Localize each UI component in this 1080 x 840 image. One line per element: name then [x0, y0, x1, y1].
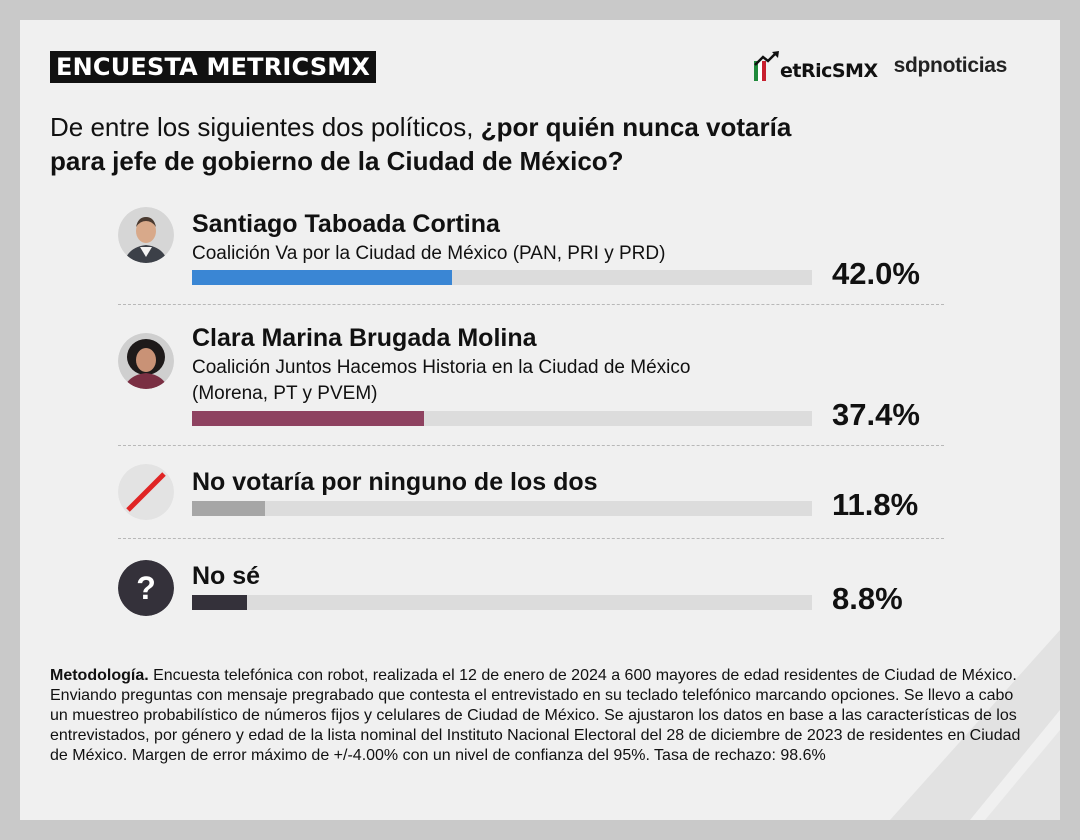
- survey-question: De entre los siguientes dos políticos, ¿…: [50, 110, 950, 178]
- bar: [192, 270, 452, 285]
- no-vote-icon: [118, 464, 174, 520]
- bar-value-label: 37.4%: [832, 397, 920, 432]
- bar: [192, 595, 247, 610]
- decorative-stripes: [890, 630, 1060, 820]
- bar-subtitle: Coalición Juntos Hacemos Historia en la …: [192, 357, 691, 378]
- metricsmx-logo-text: etRicSMX: [780, 60, 878, 82]
- bar-value-label: 42.0%: [832, 256, 920, 291]
- bar-label: Clara Marina Brugada Molina: [192, 324, 537, 352]
- infographic-card: ENCUESTA METRICSMX etRicSMX sdpnoticias …: [20, 20, 1060, 820]
- bar-value-label: 8.8%: [832, 581, 903, 616]
- logos: etRicSMX sdpnoticias: [754, 46, 1007, 86]
- bar: [192, 411, 424, 426]
- bar-subtitle: Coalición Va por la Ciudad de México (PA…: [192, 243, 666, 264]
- metricsmx-logo: etRicSMX: [754, 51, 878, 81]
- bar-track: [192, 411, 812, 426]
- bar-subtitle: (Morena, PT y PVEM): [192, 383, 378, 404]
- methodology-text: Encuesta telefónica con robot, realizada…: [50, 667, 1021, 764]
- bar-value-label: 11.8%: [832, 487, 919, 522]
- row-separator: [118, 445, 944, 446]
- row-separator: [118, 538, 944, 539]
- bar: [192, 501, 265, 516]
- row-separator: [118, 304, 944, 305]
- question-bold-1: ¿por quién nunca votaría: [480, 112, 792, 142]
- methodology-note: Metodología. Encuesta telefónica con rob…: [50, 666, 1035, 766]
- question-bold-2: para jefe de gobierno de la Ciudad de Mé…: [50, 146, 624, 176]
- trend-arrow-icon: [754, 51, 779, 81]
- bar-label: Santiago Taboada Cortina: [192, 210, 500, 238]
- candidate-photo-brugada: [118, 333, 174, 389]
- svg-text:?: ?: [136, 570, 156, 606]
- survey-badge: ENCUESTA METRICSMX: [50, 51, 377, 83]
- bar-label: No sé: [192, 562, 261, 590]
- question-mark-icon: ?: [118, 560, 174, 616]
- sdpnoticias-logo: sdpnoticias: [893, 54, 1008, 77]
- question-plain: De entre los siguientes dos políticos,: [50, 112, 481, 142]
- bar-track: [192, 270, 812, 285]
- methodology-label: Metodología.: [50, 667, 149, 684]
- candidate-photo-taboada: [118, 207, 174, 263]
- bar-track: [192, 501, 812, 516]
- bar-label: No votaría por ninguno de los dos: [192, 468, 598, 496]
- bar-track: [192, 595, 812, 610]
